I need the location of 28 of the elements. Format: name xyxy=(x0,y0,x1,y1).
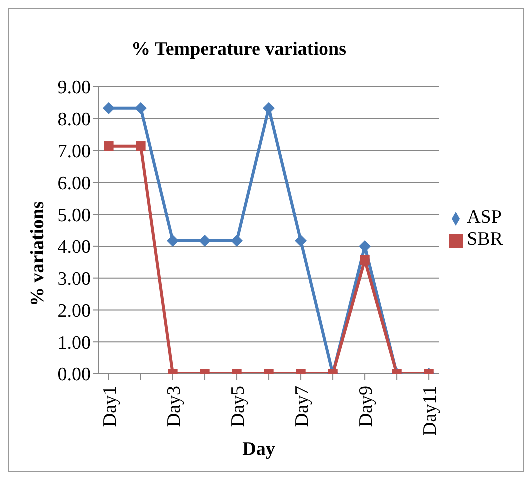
x-tick-label: Day9 xyxy=(356,386,378,428)
chart-title: % Temperature variations xyxy=(130,39,348,61)
point xyxy=(103,102,115,114)
x-tick-label: Day11 xyxy=(420,386,442,436)
legend-label: ASP xyxy=(467,207,502,228)
y-axis-title: % variations xyxy=(28,201,50,307)
y-tick-label: 5.00 xyxy=(58,205,91,226)
x-tick-label: Day3 xyxy=(164,386,186,428)
point xyxy=(360,255,370,265)
y-tick-label: 4.00 xyxy=(58,237,91,258)
y-tick-label: 0.00 xyxy=(58,364,91,386)
x-axis-title: Day xyxy=(242,439,276,461)
y-tick-label: 6.00 xyxy=(58,173,91,194)
point xyxy=(104,142,114,152)
x-tick-label: Day1 xyxy=(100,386,121,428)
x-tick-label: Day5 xyxy=(228,386,250,428)
y-tick-label: 7.00 xyxy=(58,142,91,163)
y-tick-label: 9.00 xyxy=(58,78,91,99)
y-tick-label: 2.00 xyxy=(58,300,91,322)
y-tick-label: 3.00 xyxy=(58,269,91,290)
y-tick-label: 1.00 xyxy=(58,332,91,354)
point xyxy=(295,235,308,248)
legend-label: SBR xyxy=(467,229,503,250)
x-tick-label: Day7 xyxy=(292,386,314,428)
point xyxy=(135,102,148,114)
y-tick-label: 8.00 xyxy=(58,110,91,131)
point xyxy=(231,235,244,248)
point xyxy=(136,142,146,152)
